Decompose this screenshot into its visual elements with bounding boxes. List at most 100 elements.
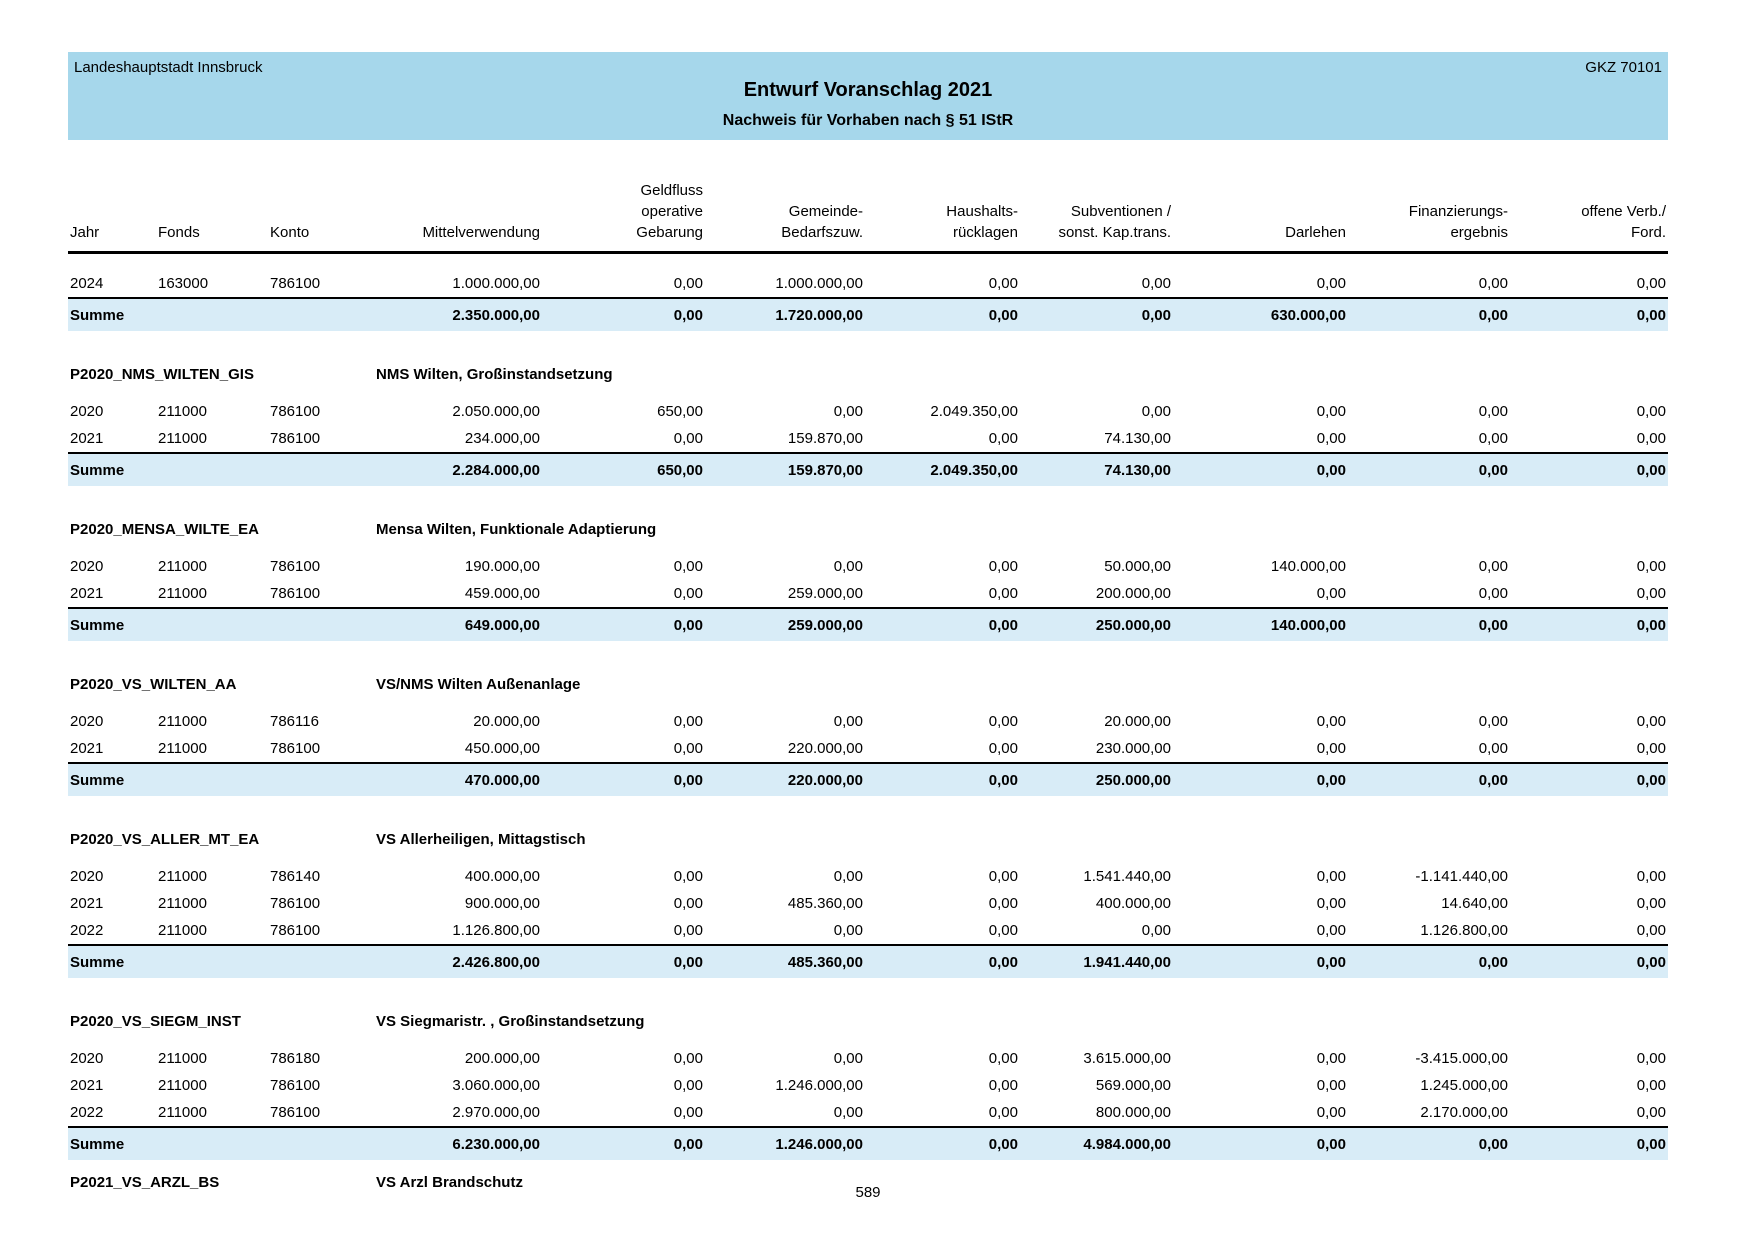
section-code: P2020_VS_ALLER_MT_EA xyxy=(70,831,260,848)
konto-cell: 786100 xyxy=(270,740,321,757)
summe-value: 0,00 xyxy=(542,607,705,641)
value-cell: 0,00 xyxy=(1478,403,1508,420)
value-cell: 3.615.000,00 xyxy=(1083,1050,1171,1067)
fonds-cell: 211000 xyxy=(158,585,207,602)
value-cell: 0,00 xyxy=(673,585,703,602)
column-header: Geldfluss operative Gebarung xyxy=(542,180,705,254)
summe-value: 1.246.000,00 xyxy=(705,1126,865,1160)
value-cell: 0,00 xyxy=(1316,713,1346,730)
summe-value: 0,00 xyxy=(542,762,705,796)
value-cell: 400.000,00 xyxy=(464,868,540,885)
budget-table: Jahr Fonds Konto Mittelverwendung Geldfluss … xyxy=(68,180,1668,1206)
jahr-cell: 2021 xyxy=(70,1077,104,1094)
value-cell: 1.126.800,00 xyxy=(452,922,540,939)
section-code: P2020_MENSA_WILTE_EA xyxy=(70,521,259,538)
value-cell: 0,00 xyxy=(673,740,703,757)
section-header-row: P2020_MENSA_WILTE_EA Mensa Wilten, Funkti… xyxy=(68,517,1668,553)
value-cell: 0,00 xyxy=(1316,868,1346,885)
fonds-cell: 211000 xyxy=(158,895,207,912)
summe-value: 0,00 xyxy=(865,944,1020,978)
value-cell: 0,00 xyxy=(988,275,1018,292)
konto-cell: 786116 xyxy=(270,713,319,730)
value-cell: 0,00 xyxy=(673,1077,703,1094)
summe-value: 159.870,00 xyxy=(705,452,865,486)
value-cell: 485.360,00 xyxy=(787,895,863,912)
summe-value: 0,00 xyxy=(1510,944,1668,978)
column-header: Jahr xyxy=(68,180,156,254)
table-row: 2024 163000 786100 1.000.000,00 0,00 1.000.00… xyxy=(68,270,1668,298)
section-code: P2020_VS_SIEGM_INST xyxy=(70,1013,241,1030)
value-cell: 3.060.000,00 xyxy=(452,1077,540,1094)
value-cell: 0,00 xyxy=(833,403,863,420)
summe-value: 0,00 xyxy=(1348,762,1510,796)
value-cell: 0,00 xyxy=(1316,1050,1346,1067)
value-cell: 0,00 xyxy=(1316,922,1346,939)
value-cell: 159.870,00 xyxy=(787,430,863,447)
value-cell: 0,00 xyxy=(673,1104,703,1121)
value-cell: 1.126.800,00 xyxy=(1420,922,1508,939)
value-cell: 0,00 xyxy=(988,868,1018,885)
fonds-cell: 211000 xyxy=(158,403,207,420)
summe-value: 259.000,00 xyxy=(705,607,865,641)
konto-cell: 786140 xyxy=(270,868,321,885)
value-cell: 1.246.000,00 xyxy=(775,1077,863,1094)
value-cell: 0,00 xyxy=(1316,430,1346,447)
summe-value: 250.000,00 xyxy=(1020,762,1173,796)
value-cell: 0,00 xyxy=(1636,1104,1666,1121)
spacer-row xyxy=(68,331,1668,362)
value-cell: 0,00 xyxy=(988,740,1018,757)
org-name: Landeshauptstadt Innsbruck xyxy=(74,59,263,76)
value-cell: 0,00 xyxy=(1316,403,1346,420)
summe-value: 2.350.000,00 xyxy=(374,297,542,331)
value-cell: 0,00 xyxy=(988,1104,1018,1121)
summe-value: 0,00 xyxy=(542,944,705,978)
column-header: Haushalts- rücklagen xyxy=(865,180,1020,254)
value-cell: 220.000,00 xyxy=(787,740,863,757)
summe-label: Summe xyxy=(68,297,374,331)
section-name: Mensa Wilten, Funktionale Adaptierung xyxy=(376,521,657,538)
summe-value: 0,00 xyxy=(1348,297,1510,331)
value-cell: 0,00 xyxy=(1141,403,1171,420)
summe-value: 0,00 xyxy=(542,297,705,331)
summe-value: 0,00 xyxy=(1510,297,1668,331)
value-cell: 0,00 xyxy=(673,713,703,730)
value-cell: 0,00 xyxy=(833,868,863,885)
summe-value: 650,00 xyxy=(542,452,705,486)
banner: Landeshauptstadt Innsbruck GKZ 70101 Ent… xyxy=(68,52,1668,140)
fonds-cell: 211000 xyxy=(158,868,207,885)
summe-value: 4.984.000,00 xyxy=(1020,1126,1173,1160)
value-cell: 900.000,00 xyxy=(464,895,540,912)
table-row: 2020 211000 786140 400.000,00 0,00 0,00 0,00 1.… xyxy=(68,863,1668,890)
table-row: 2021 211000 786100 234.000,00 0,00 159.870,00… xyxy=(68,425,1668,453)
value-cell: 800.000,00 xyxy=(1095,1104,1171,1121)
value-cell: 0,00 xyxy=(1478,585,1508,602)
konto-cell: 786100 xyxy=(270,430,321,447)
jahr-cell: 2022 xyxy=(70,1104,104,1121)
value-cell: 0,00 xyxy=(1636,713,1666,730)
fonds-cell: 211000 xyxy=(158,1050,207,1067)
table-header-row: Jahr Fonds Konto Mittelverwendung Geldfluss … xyxy=(68,180,1668,254)
value-cell: 2.170.000,00 xyxy=(1420,1104,1508,1121)
value-cell: 400.000,00 xyxy=(1095,895,1171,912)
value-cell: 0,00 xyxy=(1636,275,1666,292)
value-cell: 0,00 xyxy=(1478,430,1508,447)
fonds-cell: 211000 xyxy=(158,430,207,447)
spacer xyxy=(68,253,1668,271)
spacer-row xyxy=(68,486,1668,517)
jahr-cell: 2022 xyxy=(70,922,104,939)
jahr-cell: 2020 xyxy=(70,1050,104,1067)
summe-label: Summe xyxy=(68,944,374,978)
value-cell: 0,00 xyxy=(1636,585,1666,602)
konto-cell: 786100 xyxy=(270,275,321,292)
summe-value: 470.000,00 xyxy=(374,762,542,796)
column-header: Darlehen xyxy=(1173,180,1348,254)
summe-value: 0,00 xyxy=(1173,452,1348,486)
jahr-cell: 2021 xyxy=(70,585,104,602)
spacer xyxy=(68,331,1668,362)
jahr-cell: 2021 xyxy=(70,895,104,912)
value-cell: 569.000,00 xyxy=(1095,1077,1171,1094)
value-cell: 0,00 xyxy=(1141,922,1171,939)
value-cell: 140.000,00 xyxy=(1270,558,1346,575)
jahr-cell: 2020 xyxy=(70,868,104,885)
